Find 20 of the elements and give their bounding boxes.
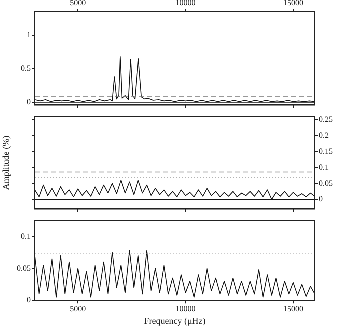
x2-tick-label: 10000 bbox=[176, 0, 196, 8]
y2-tick-label: 0 bbox=[319, 194, 323, 204]
x-tick-label: 5000 bbox=[70, 304, 86, 314]
y-axis-title: Amplitude (%) bbox=[0, 136, 11, 190]
x2-tick-label: 5000 bbox=[70, 0, 86, 8]
y-tick-label: 0.5 bbox=[21, 64, 31, 74]
y2-tick-label: 0.1 bbox=[319, 162, 329, 172]
y2-tick-label: 0.15 bbox=[319, 146, 333, 156]
x-tick-label: 10000 bbox=[176, 304, 196, 314]
x-axis-title: Frequency (μHz) bbox=[144, 316, 206, 326]
y-tick-label: 0 bbox=[27, 98, 31, 107]
y2-tick-label: 0.25 bbox=[319, 115, 333, 124]
y2-tick-label: 0.2 bbox=[319, 131, 329, 140]
y-tick-label: 0.1 bbox=[21, 232, 31, 241]
y-tick-label: 1 bbox=[27, 30, 31, 40]
y-tick-label: 0 bbox=[27, 296, 31, 305]
x-tick-label: 15000 bbox=[283, 304, 304, 314]
x2-tick-label: 15000 bbox=[283, 0, 304, 8]
y-tick-label: 0.05 bbox=[17, 264, 31, 273]
y2-tick-label: 0.05 bbox=[319, 178, 333, 188]
